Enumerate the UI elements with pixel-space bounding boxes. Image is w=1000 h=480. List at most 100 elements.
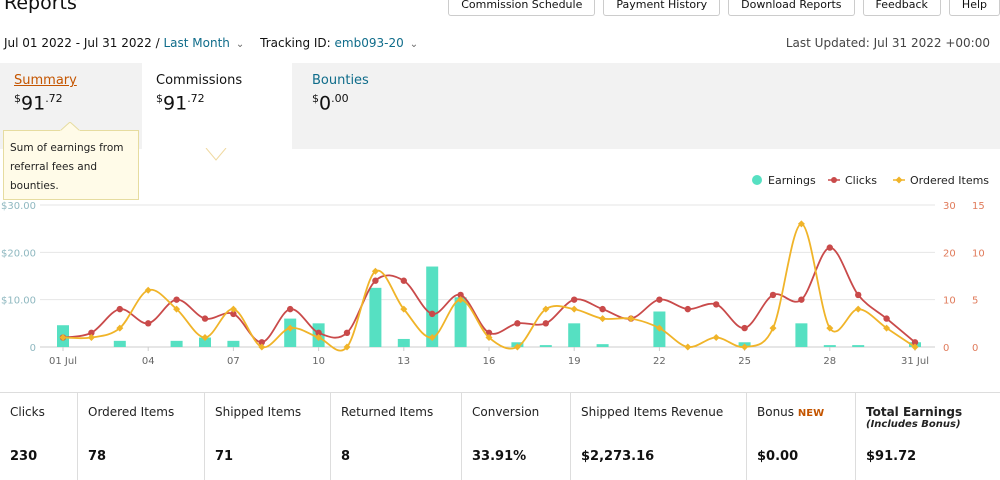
y-tick-label: $20.00 (1, 248, 36, 259)
amount-fraction: .72 (45, 92, 63, 105)
tab[interactable]: Commissions $91.72 (142, 63, 292, 151)
point (429, 310, 436, 318)
x-tick-label: 04 (142, 356, 155, 367)
stat-cell: Ordered Items 78 (77, 393, 204, 480)
stat-cell: Shipped Items Revenue $2,273.16 (570, 393, 746, 480)
point (457, 296, 465, 304)
bar (199, 337, 211, 347)
stat-note: (Includes Bonus) (866, 419, 961, 430)
amount-whole: 0 (319, 92, 332, 115)
legend-label: Ordered Items (910, 174, 989, 187)
point (88, 329, 95, 336)
stat-label: Returned Items (341, 405, 451, 449)
y2-tick-label: 10 (943, 296, 956, 307)
point (457, 291, 464, 299)
x-tick-label: 25 (738, 356, 751, 367)
point (116, 305, 124, 313)
point (741, 324, 748, 332)
point (343, 329, 351, 336)
bar (596, 344, 609, 347)
bar (454, 297, 467, 347)
bar (369, 287, 382, 347)
x-tick-label: 07 (227, 356, 240, 367)
point (514, 320, 521, 327)
y-tick-label: $30.00 (1, 201, 36, 212)
tooltip: Sum of earnings from referral fees and b… (3, 130, 139, 200)
point (59, 334, 67, 342)
page-title: Reports (4, 0, 77, 14)
tab-amount: $91.72 (14, 92, 136, 114)
point (542, 320, 549, 327)
stat-value: 8 (341, 449, 351, 464)
y-tick-label: $10.00 (1, 296, 36, 307)
stat-value: $0.00 (757, 449, 799, 464)
point (173, 296, 180, 303)
stat-cell: Shipped Items 71 (204, 393, 330, 480)
stat-label: Total Earnings (Includes Bonus) (866, 405, 990, 449)
bar (426, 266, 439, 347)
stat-value: 230 (10, 449, 38, 464)
toolbar-button[interactable]: Commission Schedule (448, 0, 596, 16)
point (883, 324, 891, 332)
point (769, 291, 777, 299)
point (684, 343, 692, 351)
stat-cell: Conversion 33.91% (461, 393, 570, 480)
stat-label-text: Conversion (472, 405, 540, 419)
x-tick-label: 31 Jul (901, 356, 929, 367)
toolbar: Commission Schedule Payment History Downlo… (440, 0, 1000, 16)
point (116, 324, 124, 332)
stat-cell: Bonus NEW $0.00 (746, 393, 855, 480)
period-dropdown[interactable]: Last Month (163, 36, 230, 50)
stat-cell: Clicks 230 (0, 393, 77, 480)
stat-label: Shipped Items (215, 405, 320, 449)
toolbar-button[interactable]: Help (948, 0, 1000, 16)
point (656, 296, 663, 303)
stat-label-text: Ordered Items (88, 405, 175, 419)
point (826, 324, 834, 332)
point (655, 324, 663, 332)
currency: $ (312, 92, 319, 105)
point (229, 305, 237, 313)
toolbar-button[interactable]: Download Reports (728, 0, 855, 16)
point (144, 286, 152, 294)
bar (823, 345, 836, 347)
stat-value: 71 (215, 449, 234, 464)
point (287, 305, 294, 313)
stat-label-text: Total Earnings (866, 405, 963, 419)
stat-label-text: Bonus (757, 405, 795, 419)
y2-tick-label: 0 (943, 343, 949, 354)
caret: ⌄ (409, 39, 419, 50)
tab[interactable]: Summary $91.72 (0, 63, 150, 149)
point (855, 291, 862, 299)
y3-tick-label: 5 (972, 296, 978, 307)
stat-label: Clicks (10, 405, 67, 449)
point (798, 296, 805, 303)
tracking-dropdown[interactable]: emb093-20 (334, 36, 404, 50)
point (570, 305, 578, 313)
legend-label: Clicks (845, 174, 877, 187)
amount-whole: 91 (163, 92, 188, 115)
y3-tick-label: 10 (972, 248, 985, 259)
stat-value: 78 (88, 449, 107, 464)
point (684, 305, 691, 313)
stat-value: $91.72 (866, 449, 917, 464)
stat-label: Ordered Items (88, 405, 194, 449)
x-tick-label: 22 (653, 356, 666, 367)
toolbar-button[interactable]: Feedback (862, 0, 941, 16)
point (599, 315, 607, 323)
point (400, 305, 408, 313)
point (571, 296, 578, 303)
y3-tick-label: 15 (972, 201, 985, 212)
tab[interactable]: Bounties $0.00 (298, 63, 448, 149)
stat-label-text: Shipped Items Revenue (581, 405, 724, 419)
y3-tick-label: 0 (972, 343, 978, 354)
point (911, 339, 919, 346)
line (62, 246, 916, 344)
point (372, 277, 379, 284)
toolbar-button[interactable]: Payment History (603, 0, 721, 16)
bar (284, 318, 297, 347)
point (230, 310, 237, 318)
tab-name: Bounties (312, 73, 369, 88)
stat-label-text: Clicks (10, 405, 45, 419)
point (797, 220, 805, 228)
